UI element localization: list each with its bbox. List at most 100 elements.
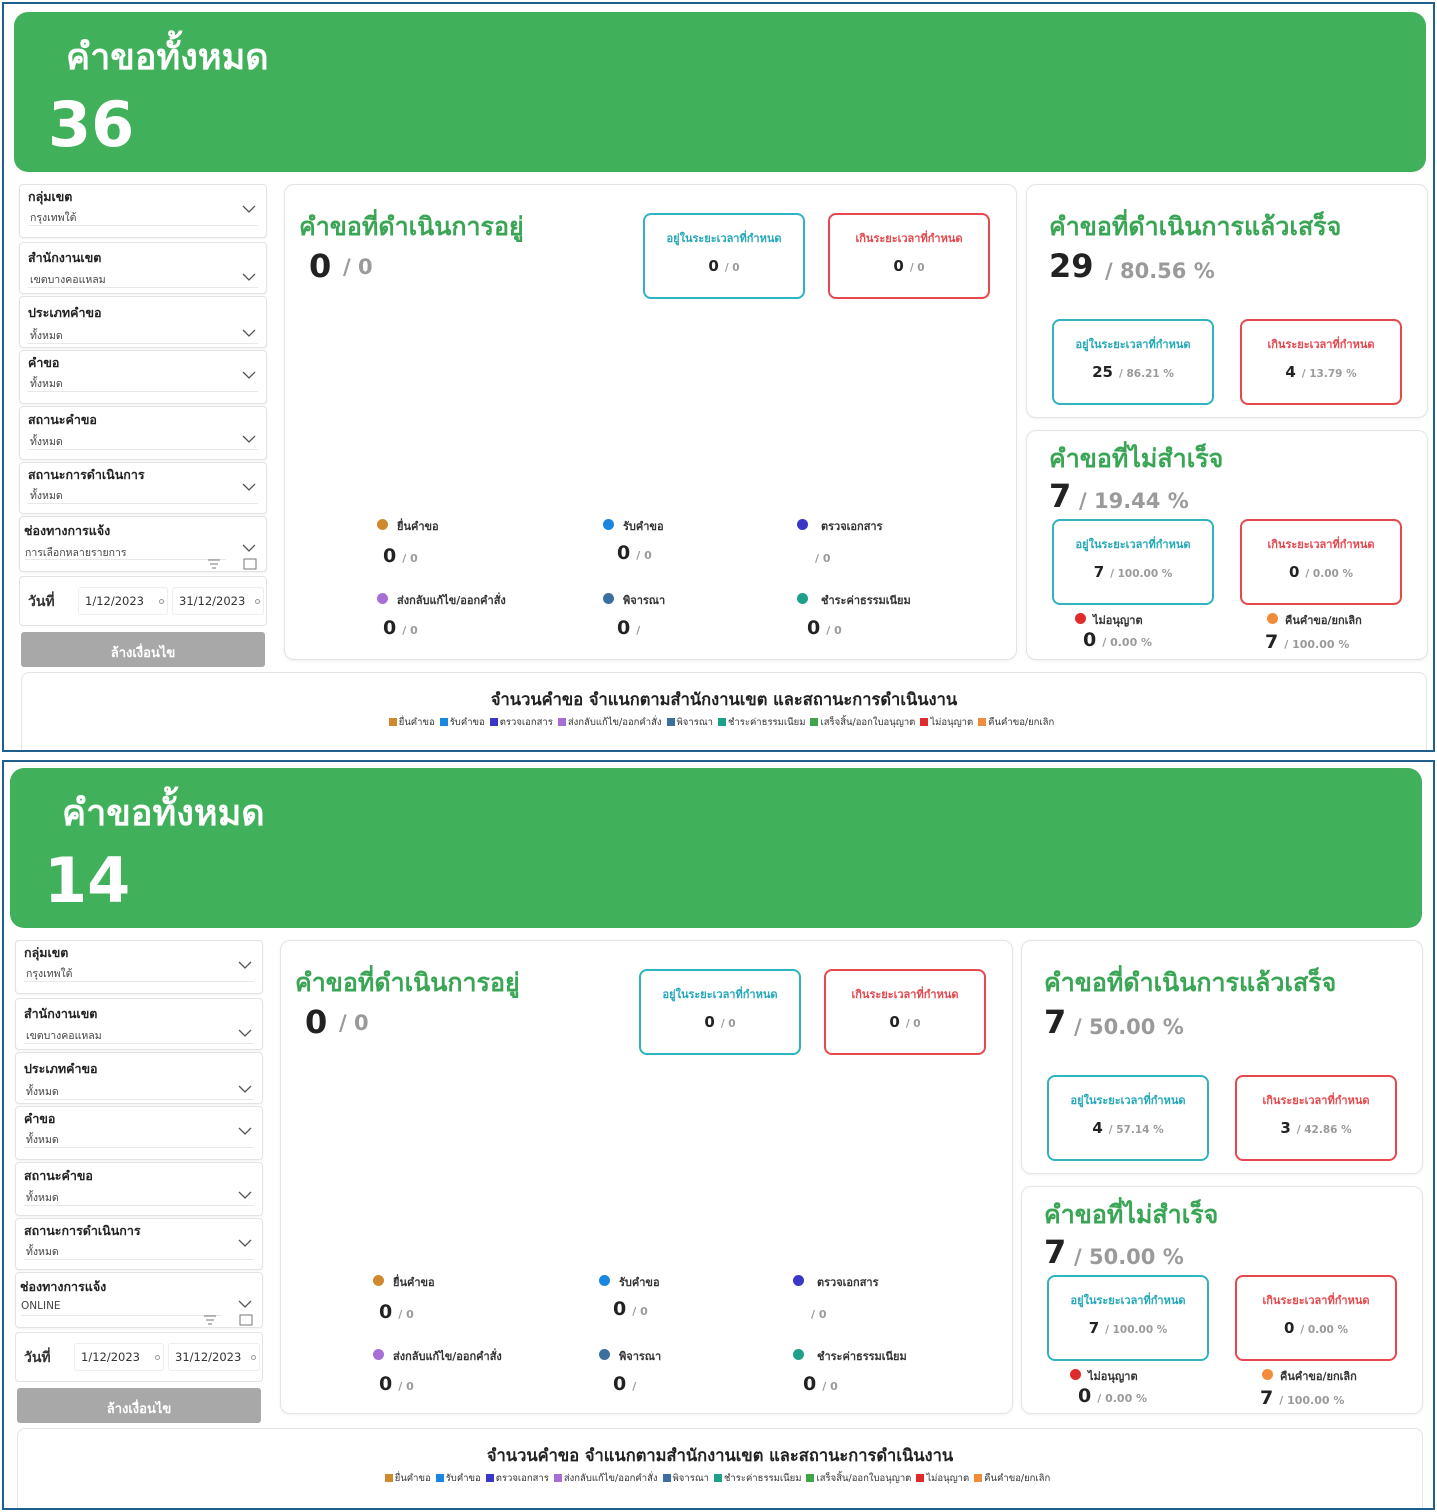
chevron-down-icon[interactable] — [238, 1190, 252, 1200]
banner-count: 36 — [48, 88, 135, 161]
legend-item[interactable]: ส่งกลับแก้ไข/ออกคำสั่ง — [553, 1471, 658, 1486]
chart-title: จำนวนคำขอ จำแนกตามสำนักงานเขต และสถานะกา… — [490, 690, 958, 709]
chevron-down-icon[interactable] — [242, 272, 256, 282]
filter-value: ทั้งหมด — [26, 1086, 59, 1098]
overdue-box: เกินระยะเวลาที่กำหนด 3 / 42.86 % — [1235, 1075, 1397, 1161]
filter-process-status[interactable]: สถานะการดำเนินการ ทั้งหมด — [19, 462, 267, 514]
legend-item[interactable]: ส่งกลับแก้ไข/ออกคำสั่ง — [557, 715, 662, 730]
calendar-icon[interactable] — [155, 1355, 160, 1360]
value-sub: / 42.86 % — [1296, 1124, 1352, 1136]
clear-filters-button[interactable]: ล้างเงื่อนไข — [17, 1388, 261, 1423]
filter-district-office[interactable]: สำนักงานเขต เขตบางคอแหลม — [15, 998, 263, 1050]
legend-label: ตรวจเอกสาร — [495, 1473, 549, 1484]
filter-process-status[interactable]: สถานะการดำเนินการ ทั้งหมด — [15, 1218, 263, 1270]
completed-card: คำขอที่ดำเนินการแล้วเสร็จ 7 / 50.00 % อย… — [1021, 940, 1423, 1174]
overdue-box: เกินระยะเวลาที่กำหนด 0 / 0 — [828, 213, 990, 299]
filter-request-type[interactable]: ประเภทคำขอ ทั้งหมด — [19, 296, 267, 348]
date-from-value: 1/12/2023 — [85, 594, 144, 608]
filter-request-status[interactable]: สถานะคำขอ ทั้งหมด — [15, 1162, 263, 1216]
date-to-input[interactable]: 31/12/2023 — [168, 1343, 260, 1371]
chevron-down-icon[interactable] — [238, 1299, 252, 1309]
legend-item[interactable]: ยื่นคำขอ — [384, 1471, 431, 1486]
chevron-down-icon[interactable] — [242, 482, 256, 492]
filter-underline — [21, 1315, 222, 1316]
filter-icon[interactable] — [202, 1313, 218, 1327]
date-from-input[interactable]: 1/12/2023 — [74, 1343, 164, 1371]
chevron-down-icon[interactable] — [238, 1126, 252, 1136]
filter-request[interactable]: คำขอ ทั้งหมด — [15, 1106, 263, 1160]
chevron-down-icon[interactable] — [242, 328, 256, 338]
filter-underline — [28, 449, 258, 450]
filter-label: ประเภทคำขอ — [24, 1061, 98, 1076]
expand-icon[interactable] — [238, 1313, 254, 1327]
filter-district-office[interactable]: สำนักงานเขต เขตบางคอแหลม — [19, 242, 267, 294]
date-to-input[interactable]: 31/12/2023 — [172, 587, 264, 615]
completed-count: 7 — [1044, 1003, 1067, 1041]
chevron-down-icon[interactable] — [242, 370, 256, 380]
legend-item[interactable]: ชำระค่าธรรมเนียม — [717, 715, 805, 730]
filter-channel[interactable]: ช่องทางการแจ้ง การเลือกหลายรายการ — [19, 516, 267, 572]
filter-request-type[interactable]: ประเภทคำขอ ทั้งหมด — [15, 1052, 263, 1104]
legend-item[interactable]: ยื่นคำขอ — [388, 715, 435, 730]
legend-swatch — [553, 1474, 562, 1482]
filter-label: ช่องทางการแจ้ง — [20, 1279, 107, 1294]
filter-icon[interactable] — [206, 557, 222, 571]
legend-item[interactable]: เสร็จสิ้น/ออกใบอนุญาต — [806, 1471, 911, 1486]
legend-item[interactable]: รับคำขอ — [439, 715, 485, 730]
total-requests-banner: คำขอทั้งหมด 14 — [10, 768, 1422, 928]
value: 0 — [704, 1013, 715, 1031]
legend-item[interactable]: เสร็จสิ้น/ออกใบอนุญาต — [810, 715, 915, 730]
legend-item[interactable]: ตรวจเอกสาร — [485, 1471, 549, 1486]
value-sub: / 0 — [909, 262, 925, 274]
filter-channel[interactable]: ช่องทางการแจ้ง ONLINE — [15, 1272, 263, 1328]
banner-count: 14 — [44, 844, 131, 917]
stat-label: ชำระค่าธรรมเนียม — [821, 594, 911, 607]
chevron-down-icon[interactable] — [242, 543, 256, 553]
filter-district-group[interactable]: กลุ่มเขต กรุงเทพใต้ — [19, 184, 267, 238]
calendar-icon[interactable] — [159, 599, 164, 604]
chevron-down-icon[interactable] — [242, 204, 256, 214]
legend-item[interactable]: รับคำขอ — [435, 1471, 481, 1486]
stat-value: 0/ — [617, 617, 640, 639]
legend-label: ส่งกลับแก้ไข/ออกคำสั่ง — [563, 1473, 658, 1484]
legend-swatch — [485, 1474, 494, 1482]
value-sub: / 0 — [398, 1380, 414, 1393]
value: 0 — [1283, 1319, 1295, 1337]
overdue-box: เกินระยะเวลาที่กำหนด 4 / 13.79 % — [1240, 319, 1402, 405]
legend-item[interactable]: ไม่อนุญาต — [920, 715, 973, 730]
date-from-input[interactable]: 1/12/2023 — [78, 587, 168, 615]
legend-item[interactable]: พิจารณา — [662, 1471, 709, 1486]
filter-label: สถานะการดำเนินการ — [28, 467, 145, 482]
filter-district-group[interactable]: กลุ่มเขต กรุงเทพใต้ — [15, 940, 263, 994]
chevron-down-icon[interactable] — [238, 1238, 252, 1248]
value: 7 — [1093, 563, 1105, 581]
calendar-icon[interactable] — [251, 1355, 256, 1360]
legend-item[interactable]: คืนคำขอ/ยกเลิก — [974, 1471, 1050, 1486]
filter-label: กลุ่มเขต — [28, 189, 73, 204]
legend-swatch — [717, 718, 726, 726]
legend-item[interactable]: พิจารณา — [666, 715, 713, 730]
legend-item[interactable]: ไม่อนุญาต — [916, 1471, 969, 1486]
completed-sub: / 50.00 % — [1074, 1015, 1184, 1039]
filter-underline — [28, 503, 258, 504]
chart-legend: ยื่นคำขอ รับคำขอ ตรวจเอกสาร ส่งกลับแก้ไข/ออ… — [22, 715, 1426, 730]
filter-request[interactable]: คำขอ ทั้งหมด — [19, 350, 267, 404]
legend-item[interactable]: ชำระค่าธรรมเนียม — [713, 1471, 801, 1486]
filter-request-status[interactable]: สถานะคำขอ ทั้งหมด — [19, 406, 267, 460]
calendar-icon[interactable] — [255, 599, 260, 604]
failed-card: คำขอที่ไม่สำเร็จ 7 / 50.00 % อยู่ในระยะเ… — [1021, 1186, 1423, 1414]
chevron-down-icon[interactable] — [238, 1028, 252, 1038]
value: 0 — [807, 617, 821, 639]
chevron-down-icon[interactable] — [238, 960, 252, 970]
cancelled-value: 7 / 100.00 % — [1265, 631, 1349, 653]
legend-item[interactable]: คืนคำขอ/ยกเลิก — [978, 715, 1054, 730]
value-sub: / 0 — [720, 1018, 736, 1030]
filter-value: กรุงเทพใต้ — [26, 968, 73, 980]
chevron-down-icon[interactable] — [238, 1084, 252, 1094]
clear-filters-button[interactable]: ล้างเงื่อนไข — [21, 632, 265, 667]
legend-item[interactable]: ตรวจเอกสาร — [489, 715, 553, 730]
filter-label: สถานะคำขอ — [24, 1168, 93, 1183]
stat-label: พิจารณา — [623, 594, 666, 607]
chevron-down-icon[interactable] — [242, 434, 256, 444]
expand-icon[interactable] — [242, 557, 258, 571]
